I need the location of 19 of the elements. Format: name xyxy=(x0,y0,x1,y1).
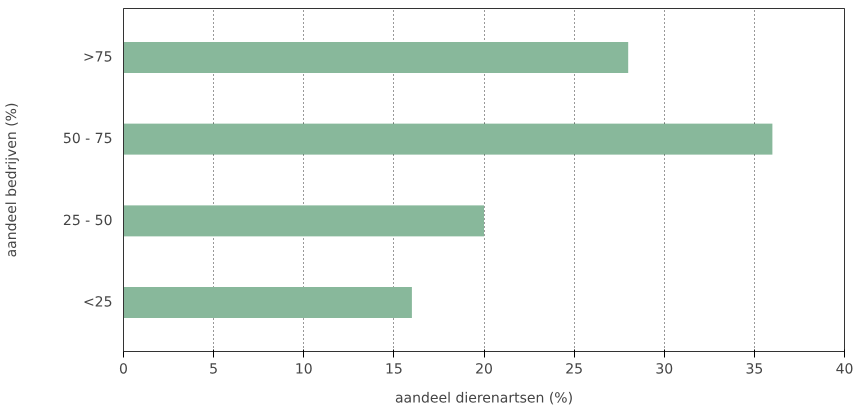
y-tick-label: <25 xyxy=(82,294,112,310)
x-tick-label: 0 xyxy=(119,362,128,378)
bar xyxy=(124,42,628,74)
y-tick-label: 50 - 75 xyxy=(62,131,113,148)
x-tick-label: 20 xyxy=(475,362,493,378)
x-axis-title: aandeel dierenartsen (%) xyxy=(394,390,574,406)
x-tick-label: 30 xyxy=(655,362,674,378)
y-tick-label: 25 - 50 xyxy=(62,212,113,229)
y-axis-title: aandeel bedrijven (%) xyxy=(4,102,20,258)
y-tick-label: >75 xyxy=(82,50,112,66)
x-tick-label: 10 xyxy=(294,362,313,378)
bar xyxy=(124,286,412,318)
bar xyxy=(124,124,772,155)
bar xyxy=(124,205,484,236)
x-tick-label: 15 xyxy=(384,362,403,378)
x-tick-label: 25 xyxy=(565,362,584,378)
x-tick-label: 35 xyxy=(745,362,764,378)
x-tick-label: 40 xyxy=(836,362,854,378)
x-tick-label: 5 xyxy=(209,362,218,378)
